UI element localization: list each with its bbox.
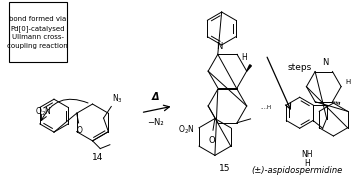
Text: ....H: ....H [260,105,271,110]
Text: O$_2$N: O$_2$N [178,124,195,136]
Text: Δ: Δ [152,92,159,102]
Text: O$_2$N: O$_2$N [35,105,52,117]
Text: 14: 14 [92,153,103,163]
Polygon shape [247,65,251,71]
Text: O: O [209,136,215,145]
Text: H: H [304,159,310,168]
Text: N: N [322,58,329,67]
Text: O: O [76,126,82,135]
Text: H: H [345,79,350,85]
FancyBboxPatch shape [9,2,67,62]
Text: −N₂: −N₂ [147,118,164,127]
Text: steps: steps [287,63,312,72]
Text: 15: 15 [219,164,230,173]
Text: bond formed via
Pd[0]-catalysed
Ullmann cross-
coupling reaction: bond formed via Pd[0]-catalysed Ullmann … [7,16,68,48]
Text: NH: NH [302,150,313,159]
Text: H: H [241,53,247,62]
Text: (±)-aspidospermidine: (±)-aspidospermidine [251,166,342,175]
Text: N$_3$: N$_3$ [112,92,123,104]
Text: N: N [217,42,223,51]
